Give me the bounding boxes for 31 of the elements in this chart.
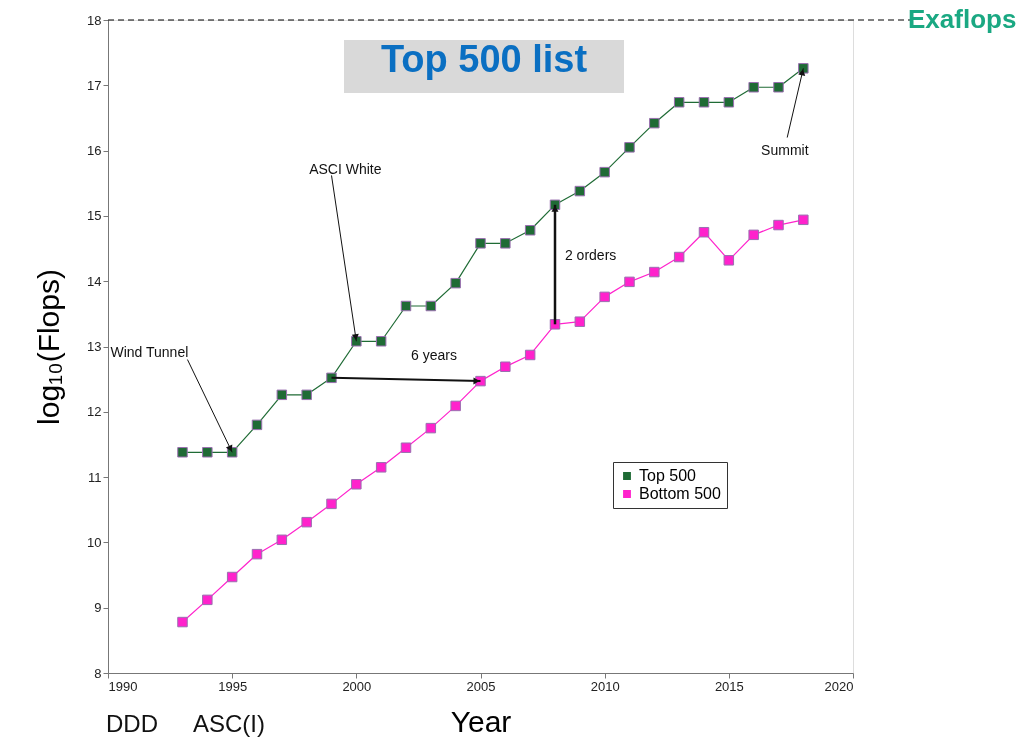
annotation: 6 years [410, 347, 457, 364]
y-tick-label: 17 [87, 77, 102, 93]
y-tick-label: 8 [94, 665, 102, 681]
text: Top 500 list [380, 38, 588, 80]
x-axis-title: Year [450, 704, 512, 738]
x-tick-label: 1995 [218, 678, 248, 694]
x-tick-label: 2000 [342, 678, 372, 694]
ref-line-label: Exaflops [908, 4, 1017, 34]
y-tick-label: 16 [87, 143, 102, 159]
annotation: Summit [761, 141, 809, 158]
annotation: ASCI White [309, 161, 382, 178]
x-tick-label: 2005 [466, 678, 496, 694]
y-tick-label: 14 [87, 273, 102, 289]
text: DDD [106, 710, 158, 737]
text: ASC(I) [193, 710, 265, 737]
y-tick-label: 12 [87, 404, 102, 420]
x-tick-label: 1990 [108, 678, 138, 694]
y-tick-label: 15 [87, 208, 102, 224]
annotation: 2 orders [564, 247, 617, 264]
y-tick-label: 13 [87, 339, 102, 354]
legend-label: Top 500 [639, 467, 697, 484]
x-tick-label: 2010 [590, 678, 620, 694]
x-tick-label: 2020 [824, 678, 854, 694]
y-axis-title: log₁₀(Flops) [32, 269, 66, 425]
y-tick-label: 18 [87, 12, 102, 28]
x-tick-label: 2015 [714, 678, 744, 694]
y-tick-label: 9 [94, 600, 102, 616]
y-tick-label: 10 [87, 534, 102, 550]
legend-label: Bottom 500 [639, 485, 721, 502]
y-tick-label: 11 [88, 469, 102, 485]
annotation: Wind Tunnel [110, 344, 189, 361]
